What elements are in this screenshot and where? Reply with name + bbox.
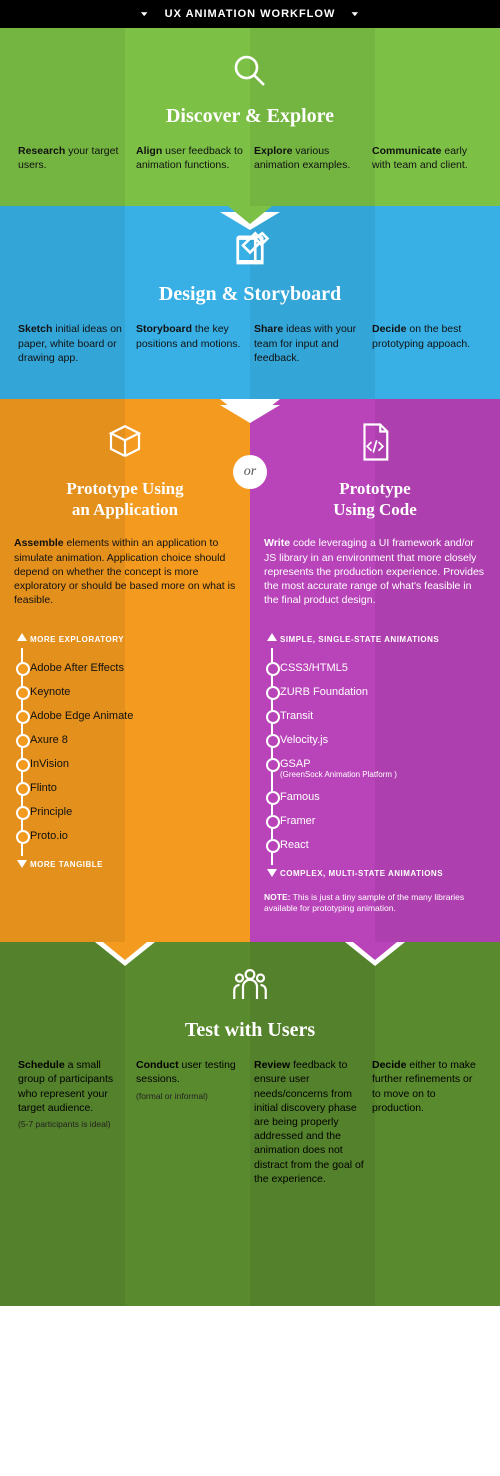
prototype-application: Prototype Usingan Application Assemble e… bbox=[0, 399, 250, 942]
column-item: Communicate early with team and client. bbox=[368, 144, 486, 172]
tool-item: Proto.io bbox=[30, 824, 236, 848]
users-icon bbox=[14, 964, 486, 1011]
tool-item: InVision bbox=[30, 752, 236, 776]
chevron-down-icon: ▼ bbox=[349, 10, 361, 17]
tool-item: React bbox=[280, 833, 486, 857]
test-columns: Schedule a small group of participants w… bbox=[14, 1058, 486, 1186]
stage-title: Discover & Explore bbox=[14, 105, 486, 128]
column-item: Decide either to make further refinement… bbox=[368, 1058, 486, 1186]
tool-item: Principle bbox=[30, 800, 236, 824]
tool-item: Adobe After Effects bbox=[30, 656, 236, 680]
tool-item: Famous bbox=[280, 785, 486, 809]
header-title: UX ANIMATION WORKFLOW bbox=[165, 8, 336, 20]
stage-title: Test with Users bbox=[14, 1019, 486, 1042]
column-item: Storyboard the key positions and motions… bbox=[132, 322, 250, 365]
tool-item: Keynote bbox=[30, 680, 236, 704]
stage-prototype: Prototype Usingan Application Assemble e… bbox=[0, 399, 500, 942]
code-note: NOTE: This is just a tiny sample of the … bbox=[264, 892, 486, 914]
design-columns: Sketch initial ideas on paper, white boa… bbox=[14, 322, 486, 365]
magnify-icon bbox=[14, 50, 486, 97]
tool-item: ZURB Foundation bbox=[280, 680, 486, 704]
spectrum-bottom-label: MORE TANGIBLE bbox=[14, 860, 236, 869]
code-file-icon bbox=[264, 421, 486, 468]
pencil-square-icon bbox=[14, 228, 486, 275]
stage-title: Design & Storyboard bbox=[14, 283, 486, 306]
stage-design: Design & Storyboard Sketch initial ideas… bbox=[0, 206, 500, 399]
prototype-code: PrototypeUsing Code Write code leveragin… bbox=[250, 399, 500, 942]
half-title: PrototypeUsing Code bbox=[264, 478, 486, 521]
tool-item: Axure 8 bbox=[30, 728, 236, 752]
column-item: Align user feedback to animation functio… bbox=[132, 144, 250, 172]
half-title: Prototype Usingan Application bbox=[14, 478, 236, 521]
header-bar: ▼ UX ANIMATION WORKFLOW ▼ bbox=[0, 0, 500, 28]
stage-discover: Discover & Explore Research your target … bbox=[0, 28, 500, 206]
tool-item: Flinto bbox=[30, 776, 236, 800]
discover-columns: Research your target users.Align user fe… bbox=[14, 144, 486, 172]
column-item: Sketch initial ideas on paper, white boa… bbox=[14, 322, 132, 365]
half-desc: Assemble elements within an application … bbox=[14, 536, 236, 607]
spectrum-top-label: MORE EXPLORATORY bbox=[14, 635, 236, 644]
tool-item: CSS3/HTML5 bbox=[280, 656, 486, 680]
tool-item: Adobe Edge Animate bbox=[30, 704, 236, 728]
code-tool-list: CSS3/HTML5ZURB FoundationTransitVelocity… bbox=[264, 648, 486, 865]
column-item: Review feedback to ensure user needs/con… bbox=[250, 1058, 368, 1186]
spectrum-bottom-label: COMPLEX, MULTI-STATE ANIMATIONS bbox=[264, 869, 486, 878]
spectrum-top-label: SIMPLE, SINGLE-STATE ANIMATIONS bbox=[264, 635, 486, 644]
column-item: Decide on the best prototyping appoach. bbox=[368, 322, 486, 365]
column-item: Research your target users. bbox=[14, 144, 132, 172]
tool-item: Transit bbox=[280, 704, 486, 728]
tool-item: GSAP(GreenSock Animation Platform ) bbox=[280, 752, 486, 785]
half-desc: Write code leveraging a UI framework and… bbox=[264, 536, 486, 607]
column-item: Explore various animation examples. bbox=[250, 144, 368, 172]
tool-item: Velocity.js bbox=[280, 728, 486, 752]
box-icon bbox=[14, 421, 236, 468]
column-item: Share ideas with your team for input and… bbox=[250, 322, 368, 365]
column-item: Conduct user testing sessions.(formal or… bbox=[132, 1058, 250, 1186]
stage-test: Test with Users Schedule a small group o… bbox=[0, 942, 500, 1306]
tool-item: Framer bbox=[280, 809, 486, 833]
app-tool-list: Adobe After EffectsKeynoteAdobe Edge Ani… bbox=[14, 648, 236, 856]
chevron-down-icon: ▼ bbox=[139, 10, 151, 17]
or-badge: or bbox=[233, 455, 267, 489]
column-item: Schedule a small group of participants w… bbox=[14, 1058, 132, 1186]
